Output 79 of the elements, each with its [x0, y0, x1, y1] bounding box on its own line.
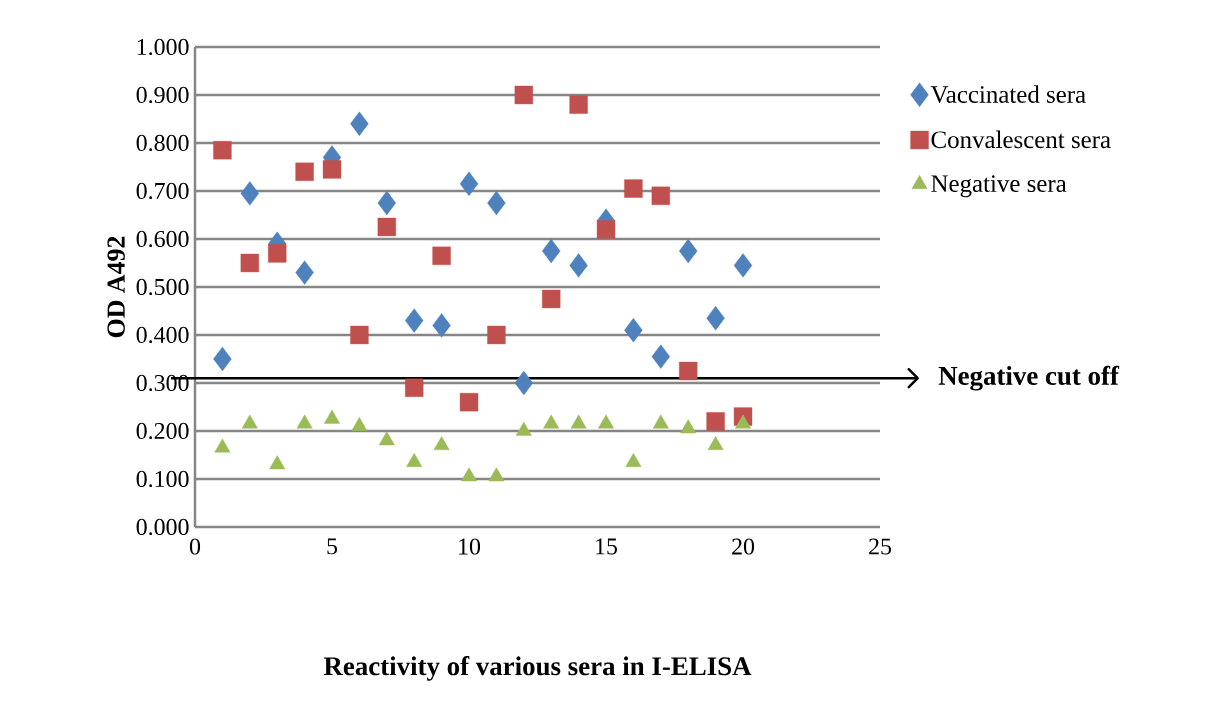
- point: [651, 344, 670, 369]
- y-tick-label: 0.700: [136, 182, 189, 200]
- y-tick-label: 0.600: [136, 230, 189, 248]
- point: [733, 253, 753, 278]
- point: [542, 238, 561, 264]
- point: [351, 417, 368, 431]
- point: [324, 409, 340, 424]
- point: [514, 85, 533, 105]
- point: [569, 253, 588, 278]
- x-tick-label: 10: [459, 538, 481, 555]
- point: [240, 253, 259, 273]
- point: [295, 162, 314, 181]
- point: [515, 421, 532, 436]
- point: [625, 453, 642, 467]
- point: [433, 436, 450, 451]
- y-tick-label: 0.800: [136, 134, 189, 152]
- point: [487, 190, 506, 216]
- point: [679, 361, 698, 381]
- point: [706, 412, 725, 431]
- point: [707, 436, 724, 451]
- point: [350, 325, 369, 345]
- point: [405, 378, 424, 397]
- point: [240, 181, 259, 206]
- point: [350, 111, 369, 136]
- point: [624, 318, 643, 343]
- x-tick-label: 5: [327, 538, 338, 555]
- point: [296, 414, 313, 429]
- point: [542, 289, 561, 309]
- point: [241, 414, 258, 429]
- point: [487, 325, 506, 345]
- y-tick-label: 0.200: [136, 422, 189, 440]
- point: [679, 238, 698, 264]
- y-tick-label: 0.100: [136, 470, 189, 488]
- point: [706, 306, 725, 331]
- point: [295, 260, 314, 285]
- y-axis-title: OD A492: [107, 236, 125, 338]
- x-tick-label: 25: [869, 538, 892, 555]
- point: [406, 453, 423, 467]
- point: [459, 171, 479, 196]
- x-axis-title: Reactivity of various sera in I-ELISA: [323, 656, 752, 681]
- ref-line-label: Negative cut off: [938, 365, 1120, 391]
- point: [680, 419, 697, 434]
- y-tick-label: 1.000: [137, 38, 189, 56]
- x-tick-label: 20: [732, 538, 755, 555]
- point: [596, 220, 616, 239]
- point: [432, 246, 451, 265]
- point: [405, 308, 424, 333]
- point: [213, 346, 232, 372]
- y-tick-label: 0.000: [136, 518, 189, 536]
- point: [652, 414, 669, 429]
- y-tick-label: 0.900: [136, 86, 189, 104]
- legend-label: Convalescent sera: [931, 130, 1111, 149]
- point: [378, 431, 395, 446]
- y-tick-label: 0.500: [136, 278, 189, 296]
- y-tick-label: 0.400: [136, 326, 189, 344]
- legend-label: Vaccinated sera: [930, 85, 1086, 103]
- point: [459, 393, 479, 412]
- x-tick-label: 15: [596, 538, 618, 555]
- point: [432, 313, 451, 338]
- y-tick-label: 0.300: [136, 374, 189, 392]
- point: [213, 141, 232, 160]
- point: [735, 414, 751, 429]
- point: [377, 190, 396, 216]
- x-tick-label: 0: [189, 538, 201, 555]
- point: [651, 186, 670, 205]
- point: [377, 217, 396, 237]
- point: [570, 414, 587, 429]
- point: [598, 414, 614, 429]
- point: [214, 438, 231, 453]
- point: [488, 467, 505, 482]
- point: [569, 95, 588, 114]
- point: [322, 160, 342, 179]
- point: [543, 414, 560, 429]
- point: [514, 370, 533, 396]
- point: [461, 467, 477, 482]
- point: [269, 455, 286, 470]
- point: [624, 179, 643, 198]
- point: [268, 244, 287, 263]
- legend-label: Negative sera: [931, 175, 1067, 198]
